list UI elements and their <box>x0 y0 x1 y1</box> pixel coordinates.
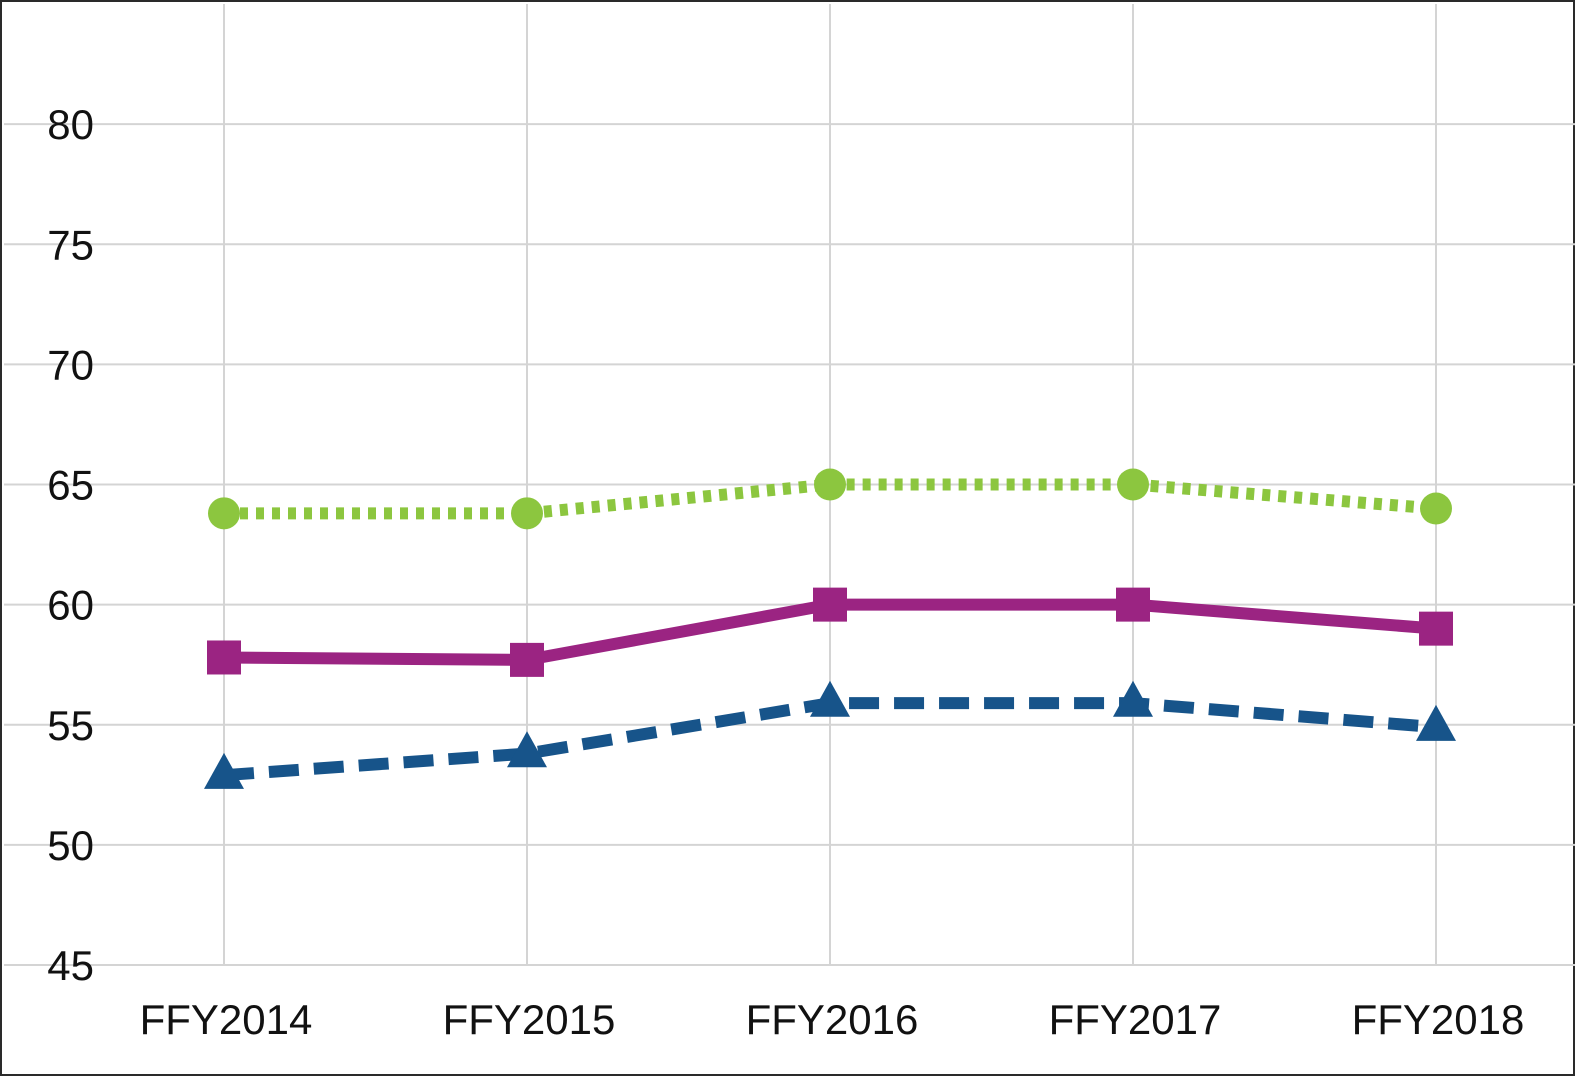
x-tick-label-4: FFY2018 <box>1352 996 1525 1043</box>
x-tick-label-3: FFY2017 <box>1049 996 1222 1043</box>
y-axis-tick-labels: 45 50 55 60 65 70 75 80 <box>47 101 94 989</box>
series-markers <box>204 468 1456 789</box>
y-tick-label-2: 55 <box>47 702 94 749</box>
y-tick-label-7: 80 <box>47 101 94 148</box>
series-1-point-0 <box>207 640 241 675</box>
series-2-point-1 <box>507 731 547 768</box>
y-tick-label-3: 60 <box>47 582 94 629</box>
series-line-0 <box>224 478 1437 520</box>
y-tick-label-5: 70 <box>47 341 94 388</box>
series-0-point-1 <box>511 497 543 530</box>
x-tick-label-0: FFY2014 <box>140 996 313 1043</box>
x-tick-label-2: FFY2016 <box>746 996 919 1043</box>
series-1-point-3 <box>1116 587 1150 622</box>
series-2-point-3 <box>1113 680 1153 717</box>
x-tick-label-1: FFY2015 <box>443 996 616 1043</box>
series-0-point-0 <box>208 497 240 530</box>
series-1-point-4 <box>1419 611 1453 646</box>
y-tick-label-1: 50 <box>47 822 94 869</box>
series-1-point-2 <box>813 587 847 622</box>
y-tick-label-4: 65 <box>47 462 94 509</box>
series-2-point-2 <box>810 680 850 717</box>
y-tick-label-6: 75 <box>47 221 94 268</box>
series-0-point-2 <box>814 468 846 501</box>
series-2-point-4 <box>1416 704 1456 741</box>
series-1-point-1 <box>510 642 544 677</box>
x-axis-tick-labels: FFY2014 FFY2015 FFY2016 FFY2017 FFY2018 <box>140 996 1525 1043</box>
series-0-point-3 <box>1117 468 1149 501</box>
y-tick-label-0: 45 <box>47 942 94 989</box>
series-0-point-4 <box>1420 492 1452 525</box>
series-2-point-0 <box>204 752 244 789</box>
